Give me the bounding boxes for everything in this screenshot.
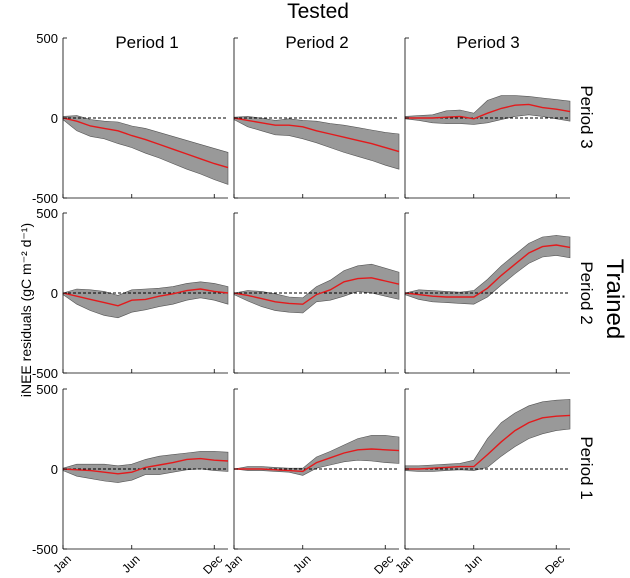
- uncertainty-band: [404, 95, 571, 125]
- y-tick-label: 0: [51, 286, 58, 301]
- mean-residual-line: [62, 288, 229, 307]
- panel-trained-period-3-tested-period-3: [404, 37, 571, 199]
- mean-residual-line: [404, 244, 571, 298]
- mean-residual-line: [62, 117, 229, 169]
- mean-residual-line: [62, 457, 229, 475]
- y-tick-label: -500: [32, 542, 58, 557]
- x-tick-label: Jun: [119, 552, 143, 576]
- panel-trained-period-1-tested-period-3: Jan Jun Dec: [392, 388, 571, 577]
- x-tick-label: Jan: [221, 552, 245, 576]
- y-axis-title: iNEE residuals (gC m⁻² d⁻¹): [18, 223, 34, 397]
- y-tick-label: 0: [51, 111, 58, 126]
- column-titles: Period 1 Period 2 Period 3: [115, 33, 519, 52]
- uncertainty-band: [233, 263, 400, 314]
- y-tick-label: 0: [51, 462, 58, 477]
- panel-trained-period-2-tested-period-3: [404, 212, 571, 374]
- row-title-period-1: Period 1: [577, 436, 596, 499]
- mean-residual-line: [233, 277, 400, 305]
- uncertainty-band: [404, 399, 571, 472]
- y-tick-label: 500: [36, 206, 58, 221]
- trained-axis-title: Trained: [601, 259, 628, 339]
- y-tick-label: -500: [32, 191, 58, 206]
- column-title-period-3: Period 3: [456, 33, 519, 52]
- panel-trained-period-2-tested-period-1: -500 0 500: [32, 206, 229, 381]
- mean-residual-line: [234, 448, 400, 473]
- y-tick-label: 500: [36, 382, 58, 397]
- panel-trained-period-3-tested-period-2: [233, 37, 400, 199]
- x-tick-label: Jan: [392, 552, 416, 576]
- row-title-period-3: Period 3: [577, 85, 596, 148]
- mean-residual-line: [233, 117, 400, 153]
- mean-residual-line: [405, 414, 571, 470]
- row-titles: Period 3 Period 2 Period 1: [577, 85, 596, 499]
- y-tick-label: -500: [32, 366, 58, 381]
- row-title-period-2: Period 2: [577, 261, 596, 324]
- mean-residual-line: [405, 103, 571, 120]
- x-tick-label: Jun: [461, 552, 485, 576]
- y-tick-label: 500: [36, 31, 58, 46]
- x-tick-label: Jun: [290, 552, 314, 576]
- uncertainty-band: [233, 116, 400, 170]
- column-title-period-1: Period 1: [115, 33, 178, 52]
- x-tick-label: Dec: [542, 552, 567, 577]
- panel-trained-period-1-tested-period-2: Jan Jun Dec: [221, 388, 400, 577]
- panel-trained-period-2-tested-period-2: [233, 212, 400, 374]
- uncertainty-band: [62, 115, 229, 185]
- column-title-period-2: Period 2: [285, 33, 348, 52]
- panel-trained-period-3-tested-period-1: -500 0 500: [32, 31, 229, 206]
- figure-title: Tested: [287, 0, 349, 23]
